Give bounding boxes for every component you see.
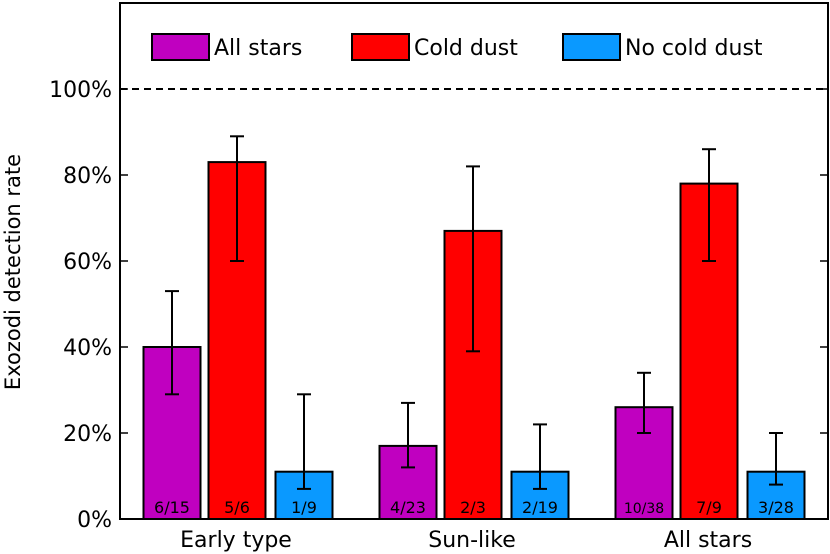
bar-fraction-label: 10/38 [624,501,664,517]
x-tick-label: Early type [180,528,292,553]
legend-swatch [562,33,621,61]
y-tick-label: 60% [63,250,112,275]
bar-fraction-label: 6/15 [154,498,190,517]
x-tick-label: All stars [664,528,752,553]
bar-fraction-label: 7/9 [696,498,722,517]
legend-swatch [351,33,410,61]
bar-fraction-label: 4/23 [390,498,426,517]
y-tick-label: 0% [77,508,112,533]
bar-fraction-label: 3/28 [758,498,794,517]
bar-fraction-label: 2/19 [522,498,558,517]
y-tick-label: 80% [63,164,112,189]
legend-label: No cold dust [625,36,763,61]
bar-fraction-label: 1/9 [291,498,317,517]
y-tick-label: 20% [63,422,112,447]
bar-fraction-label: 5/6 [224,498,250,517]
legend-label: Cold dust [414,36,518,61]
y-tick-label: 40% [63,336,112,361]
bar-fraction-label: 2/3 [460,498,486,517]
y-tick-label: 100% [49,78,112,103]
x-tick-label: Sun-like [428,528,516,553]
legend-swatch [151,33,210,61]
legend-label: All stars [214,36,302,61]
y-axis-label: Exozodi detection rate [1,154,25,390]
